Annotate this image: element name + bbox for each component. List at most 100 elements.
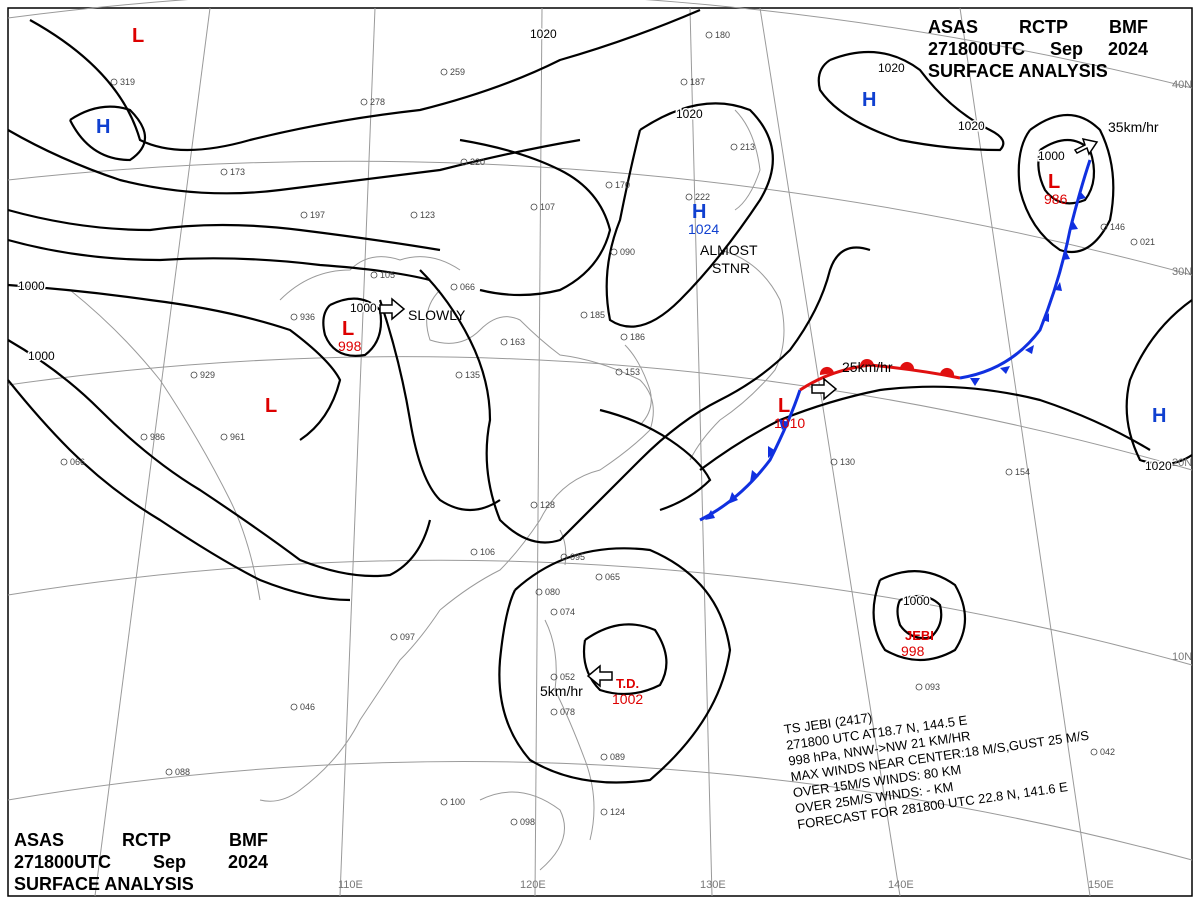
station-circle-icon <box>550 708 558 716</box>
station-value: 213 <box>740 142 755 152</box>
isobar-1020-center-high <box>605 102 774 328</box>
station-circle-icon <box>610 248 618 256</box>
header-line-1: ASAS RCTP BMF <box>928 16 1148 38</box>
header-title: SURFACE ANALYSIS <box>928 61 1108 81</box>
station-circle-icon <box>615 368 623 376</box>
station-circle-icon <box>410 211 418 219</box>
station-value: 170 <box>615 180 630 190</box>
station-circle-icon <box>460 158 468 166</box>
station-circle-icon <box>370 271 378 279</box>
lat-line-40n <box>7 0 1193 89</box>
footer-agency: ASAS <box>14 830 65 850</box>
station-circle-icon <box>165 768 173 776</box>
motion-label: 35km/hr <box>1108 119 1159 135</box>
system-h-symbol: H <box>96 116 110 138</box>
isobar-values: 1020 1020 1020 1020 1020 1000 1000 1000 1000 1000 <box>17 26 1174 610</box>
header-station: RCTP <box>1019 17 1068 37</box>
station-circle-icon <box>1090 748 1098 756</box>
station-value: 123 <box>420 210 435 220</box>
station-circle-icon <box>620 333 628 341</box>
coast-taiwan <box>559 529 567 566</box>
system-h-symbol: H <box>692 201 706 223</box>
station-value: 173 <box>230 167 245 177</box>
station-value: 106 <box>480 547 495 557</box>
station-circle-icon <box>730 143 738 151</box>
isobar-label: 1000 <box>1038 149 1065 163</box>
station-circle-icon <box>390 633 398 641</box>
station-value: 128 <box>540 500 555 510</box>
station-circle-icon <box>440 798 448 806</box>
header-agency: ASAS <box>928 17 979 37</box>
footer-product: BMF <box>228 830 268 850</box>
station-circle-icon <box>535 588 543 596</box>
station-circle-icon <box>685 193 693 201</box>
lon-label: 120E <box>520 879 546 891</box>
station-value: 066 <box>460 282 475 292</box>
motion-arrow-35kmhr <box>1073 137 1099 156</box>
coast-china-north <box>279 256 461 301</box>
isobar-east-china <box>378 299 501 511</box>
station-value: 046 <box>300 702 315 712</box>
station-value: 130 <box>840 457 855 467</box>
station-value: 319 <box>120 77 135 87</box>
station-circle-icon <box>595 573 603 581</box>
lat-label: 30N <box>1172 266 1192 278</box>
station-circle-icon <box>550 673 558 681</box>
isobar-label: 1020 <box>1145 459 1172 473</box>
system-td-symbol: T.D. <box>616 676 639 691</box>
station-value: 088 <box>175 767 190 777</box>
coast-japan <box>689 249 785 461</box>
system-pressure: 1010 <box>774 415 805 431</box>
station-value: 090 <box>620 247 635 257</box>
station-value: 222 <box>695 192 710 202</box>
station-value: 220 <box>470 157 485 167</box>
station-circle-icon <box>530 501 538 509</box>
station-circle-icon <box>530 203 538 211</box>
system-pressure: 1024 <box>688 221 719 237</box>
station-value: 095 <box>570 552 585 562</box>
station-value: 100 <box>450 797 465 807</box>
lon-label: 150E <box>1088 879 1114 891</box>
station-value: 936 <box>300 312 315 322</box>
footer-line-2: 271800UTC Sep 2024 <box>14 851 268 873</box>
isobar-1020-north-high <box>69 105 146 162</box>
station-circle-icon <box>1130 238 1138 246</box>
system-l-symbol: L <box>342 318 354 340</box>
station-circle-icon <box>500 338 508 346</box>
isobar-label: 1000 <box>350 301 377 315</box>
station-plots: 319 259 278 220 173 197 123 107 170 090 105 066 936 9… <box>60 30 1155 827</box>
station-circle-icon <box>455 371 463 379</box>
station-value: 278 <box>370 97 385 107</box>
lon-line-110e <box>339 7 376 897</box>
station-circle-icon <box>470 548 478 556</box>
header-line-3: SURFACE ANALYSIS <box>928 60 1148 82</box>
isobar-label: 1020 <box>676 107 703 121</box>
station-value: 052 <box>560 672 575 682</box>
station-circle-icon <box>600 808 608 816</box>
station-circle-icon <box>290 703 298 711</box>
isobar-label: 1020 <box>530 27 557 41</box>
station-circle-icon <box>1100 223 1108 231</box>
lon-label: 130E <box>700 879 726 891</box>
motion-label: 5km/hr <box>540 683 583 699</box>
header-bottom-left: ASAS RCTP BMF 271800UTC Sep 2024 SURFACE… <box>14 829 268 895</box>
station-value: 986 <box>150 432 165 442</box>
station-circle-icon <box>140 433 148 441</box>
motion-label: ALMOST <box>700 242 758 258</box>
station-circle-icon <box>110 78 118 86</box>
footer-month: Sep <box>153 852 187 872</box>
header-month: Sep <box>1050 39 1084 59</box>
isobar-upper-west-2 <box>7 238 431 282</box>
warm-front-bumps <box>819 359 955 376</box>
isobar-998-low <box>322 297 383 357</box>
isobar-label: 1000 <box>28 349 55 363</box>
system-l-symbol: L <box>778 395 790 417</box>
coast-asia <box>426 289 654 611</box>
isobar-1004-band <box>7 339 432 578</box>
fronts <box>699 159 1092 522</box>
lat-label: 10N <box>1172 651 1192 663</box>
isobar-label: 1000 <box>18 279 45 293</box>
